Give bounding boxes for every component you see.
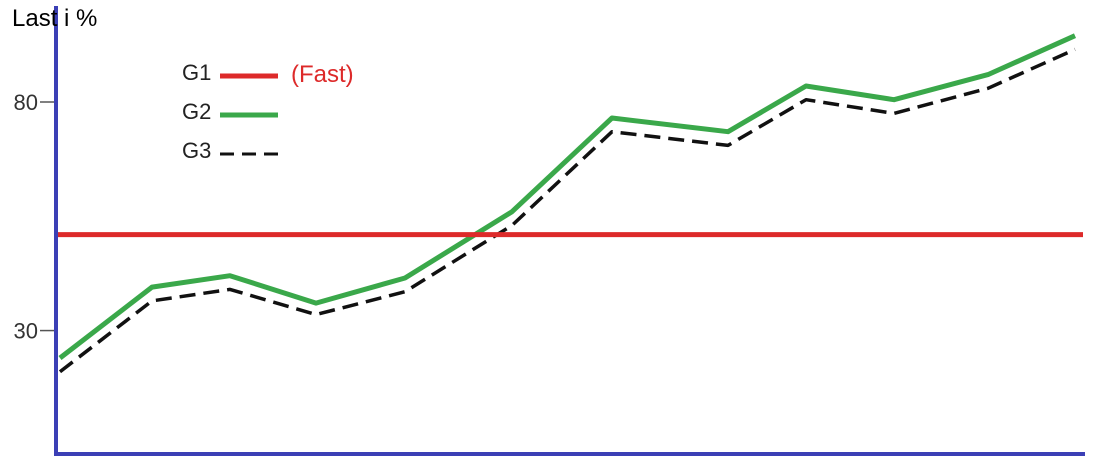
axes — [54, 6, 1085, 456]
legend-note-g1: (Fast) — [291, 61, 354, 88]
series-line-g2 — [58, 33, 1077, 360]
legend-label-g2: G2 — [182, 99, 211, 124]
y-axis-label: Last i % — [12, 5, 97, 32]
legend-label-g3: G3 — [182, 138, 211, 163]
series-line-g3 — [58, 47, 1076, 374]
legend-label-g1: G1 — [182, 60, 211, 85]
legend: G1 (Fast) G2 G3 — [182, 60, 354, 163]
y-ticks: 30 80 — [14, 90, 54, 344]
y-tick-label: 30 — [14, 319, 38, 344]
series-lines — [56, 33, 1083, 374]
y-tick-label: 80 — [14, 90, 38, 115]
